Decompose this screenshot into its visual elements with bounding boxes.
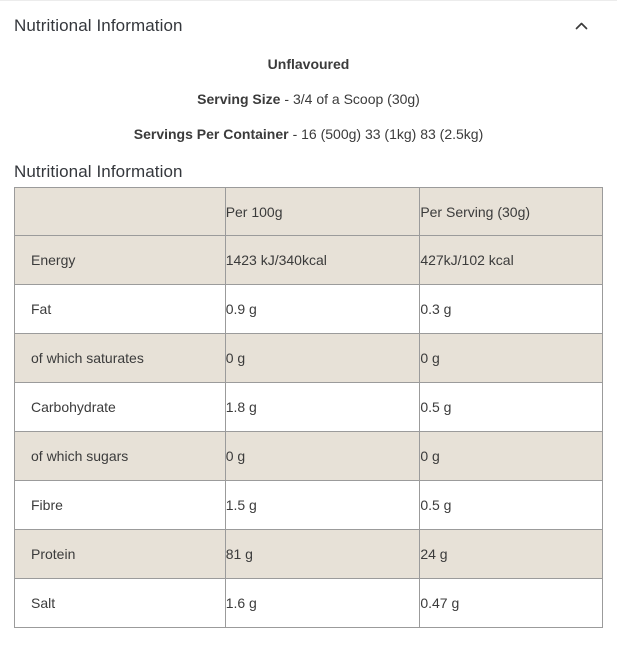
row-value-per-serving: 0.3 g — [419, 284, 603, 334]
table-row: Energy 1423 kJ/340kcal 427kJ/102 kcal — [14, 235, 603, 285]
table-row: Fibre 1.5 g 0.5 g — [14, 480, 603, 530]
servings-per-container-line: Servings Per Container - 16 (500g) 33 (1k… — [0, 127, 617, 141]
nutrition-table: Per 100g Per Serving (30g) Energy 1423 kJ… — [14, 187, 603, 628]
row-label: Salt — [14, 578, 226, 628]
column-header-per-serving: Per Serving (30g) — [419, 187, 603, 236]
table-row: Carbohydrate 1.8 g 0.5 g — [14, 382, 603, 432]
row-label: Carbohydrate — [14, 382, 226, 432]
row-value-per-100g: 0 g — [224, 333, 421, 383]
table-row: Salt 1.6 g 0.47 g — [14, 578, 603, 628]
accordion-title: Nutritional Information — [14, 16, 183, 35]
row-value-per-100g: 1.8 g — [224, 382, 421, 432]
serving-size-value: - 3/4 of a Scoop (30g) — [284, 91, 420, 107]
servings-per-container-value: - 16 (500g) 33 (1kg) 83 (2.5kg) — [292, 126, 484, 142]
row-value-per-serving: 0 g — [419, 431, 603, 481]
table-row: Protein 81 g 24 g — [14, 529, 603, 579]
nutrition-table-body: Energy 1423 kJ/340kcal 427kJ/102 kcal Fat 0.… — [14, 235, 603, 628]
row-value-per-serving: 24 g — [419, 529, 603, 579]
row-value-per-100g: 1.6 g — [224, 578, 421, 628]
serving-size-label: Serving Size — [197, 91, 281, 107]
row-label: Fat — [14, 284, 226, 334]
row-label: of which sugars — [14, 431, 226, 481]
row-value-per-serving: 0.5 g — [419, 480, 603, 530]
row-value-per-serving: 0.5 g — [419, 382, 603, 432]
serving-info: Unflavoured Serving Size - 3/4 of a Scoop… — [0, 46, 617, 141]
column-header-empty — [14, 187, 226, 236]
row-label: of which saturates — [14, 333, 226, 383]
row-value-per-serving: 0.47 g — [419, 578, 603, 628]
row-label: Protein — [14, 529, 226, 579]
row-label: Fibre — [14, 480, 226, 530]
servings-per-container-label: Servings Per Container — [133, 126, 289, 142]
serving-size-line: Serving Size - 3/4 of a Scoop (30g) — [0, 92, 617, 106]
row-value-per-100g: 0 g — [224, 431, 421, 481]
table-header-row: Per 100g Per Serving (30g) — [14, 187, 603, 236]
chevron-up-icon[interactable] — [575, 22, 588, 30]
row-value-per-100g: 0.9 g — [224, 284, 421, 334]
row-value-per-100g: 81 g — [224, 529, 421, 579]
flavour-name: Unflavoured — [267, 56, 350, 72]
row-value-per-100g: 1.5 g — [224, 480, 421, 530]
row-value-per-serving: 0 g — [419, 333, 603, 383]
nutrition-table-title: Nutritional Information — [14, 162, 183, 181]
row-label: Energy — [14, 235, 226, 285]
row-value-per-100g: 1423 kJ/340kcal — [224, 235, 421, 285]
column-header-per-100g: Per 100g — [224, 187, 421, 236]
row-value-per-serving: 427kJ/102 kcal — [419, 235, 603, 285]
nutritional-information-accordion-header[interactable]: Nutritional Information — [0, 1, 617, 46]
table-row: Fat 0.9 g 0.3 g — [14, 284, 603, 334]
